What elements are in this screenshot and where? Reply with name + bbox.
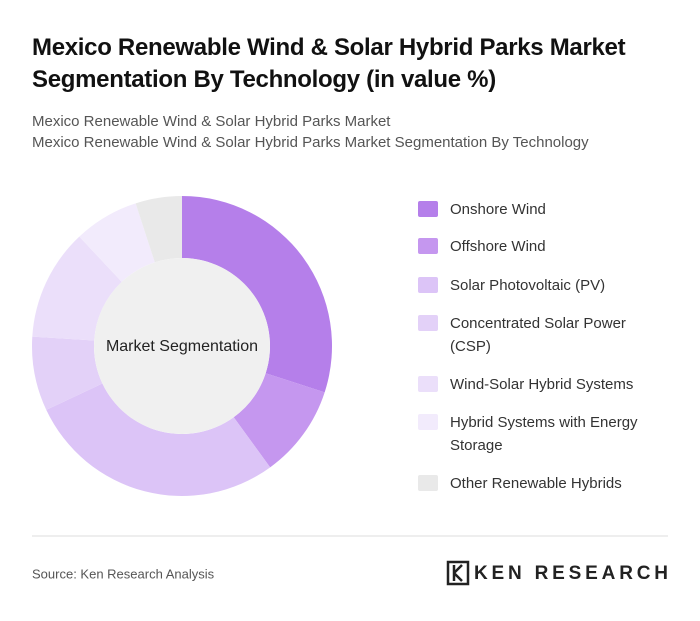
legend-label: Other Renewable Hybrids — [450, 475, 622, 492]
legend-item: Other Renewable Hybrids — [418, 472, 650, 495]
subtitle: Mexico Renewable Wind & Solar Hybrid Par… — [32, 113, 391, 130]
legend-item: Onshore Wind — [418, 198, 650, 221]
legend-swatch — [418, 376, 438, 392]
donut-segment — [32, 236, 122, 341]
legend-label: Wind-Solar Hybrid Systems — [450, 376, 634, 393]
logo-text: KEN RESEARCH — [474, 563, 668, 584]
legend-label: Onshore Wind — [450, 201, 546, 218]
legend-swatch — [418, 238, 438, 254]
donut-segment — [182, 196, 332, 393]
donut-segment — [135, 196, 182, 263]
legend-swatch — [418, 201, 438, 217]
legend-label: Hybrid Systems with Energy Storage — [450, 414, 638, 454]
source: Source: Ken Research Analysis — [32, 566, 215, 581]
legend-item: Concentrated Solar Power (CSP) — [418, 312, 650, 358]
legend-swatch — [418, 315, 438, 331]
legend-swatch — [418, 277, 438, 293]
legend-item: Wind-Solar Hybrid Systems — [418, 373, 650, 396]
legend-swatch — [418, 414, 438, 430]
legend-item: Hybrid Systems with Energy Storage — [418, 411, 650, 457]
donut-segment — [46, 383, 271, 496]
chart-title: Mexico Renewable Wind & Solar Hybrid Par… — [32, 34, 626, 93]
legend-item: Offshore Wind — [418, 235, 650, 258]
legend-swatch — [418, 475, 438, 491]
donut-hole — [94, 258, 270, 434]
legend-label: Concentrated Solar Power (CSP) — [450, 315, 626, 355]
subtitle: Mexico Renewable Wind & Solar Hybrid Par… — [32, 134, 589, 151]
legend-label: Offshore Wind — [450, 238, 546, 255]
center-label: Market Segmentation — [106, 338, 258, 355]
donut-segment — [79, 203, 155, 282]
donut-segment — [31, 336, 103, 410]
legend-label: Solar Photovoltaic (PV) — [450, 277, 606, 294]
legend-item: Solar Photovoltaic (PV) — [418, 274, 650, 297]
donut-segment — [233, 373, 325, 468]
logo: KEN RESEARCH — [446, 560, 668, 586]
